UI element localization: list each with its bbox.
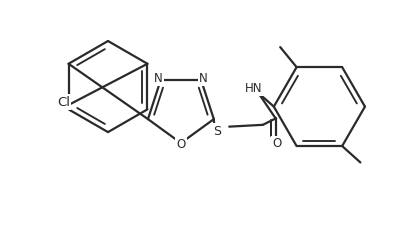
Text: N: N — [155, 72, 163, 85]
Text: O: O — [272, 138, 281, 151]
Text: HN: HN — [245, 82, 263, 95]
Text: N: N — [199, 72, 208, 85]
Text: Cl: Cl — [57, 95, 70, 108]
Text: O: O — [176, 138, 185, 151]
Text: S: S — [213, 125, 222, 138]
